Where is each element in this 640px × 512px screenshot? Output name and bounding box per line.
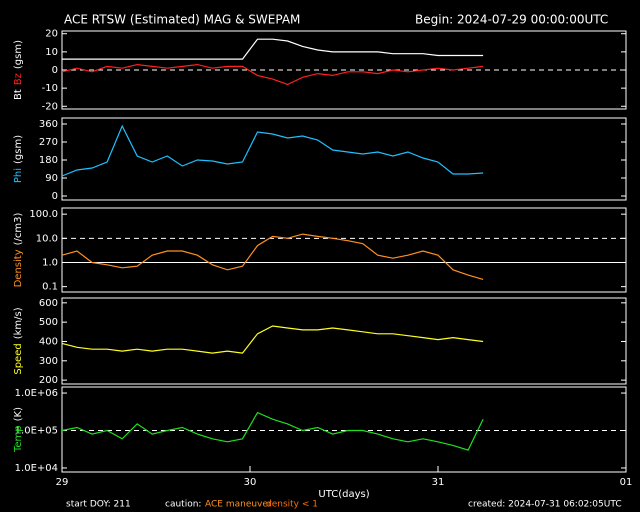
y-axis-label: Bt Bz (gsm)	[13, 40, 24, 100]
x-tick-label: 29	[56, 477, 69, 488]
y-axis-label-part: (gsm)	[13, 40, 24, 69]
data-line	[61, 63, 484, 86]
created-time: created: 2024-07-31 06:02:05UTC	[468, 500, 622, 510]
y-tick-label: -20	[42, 101, 58, 112]
panel-frame	[61, 297, 627, 385]
y-axis-label-part: (km/s)	[13, 307, 24, 339]
y-tick-label: 10	[45, 47, 58, 58]
y-tick-label: 1.0E+04	[15, 463, 58, 474]
data-line	[61, 411, 484, 451]
x-axis-label: UTC(days)	[318, 489, 369, 500]
y-tick-label: 360	[39, 119, 58, 130]
x-tick-label: 01	[620, 477, 633, 488]
y-tick-label: 1.0E+05	[15, 426, 58, 437]
begin-time: Begin: 2024-07-29 00:00:00UTC	[415, 13, 608, 27]
y-tick-label: 0	[52, 191, 58, 202]
panel-frame	[61, 207, 627, 293]
data-line	[61, 124, 484, 177]
y-tick-label: 20	[45, 29, 58, 40]
y-tick-label: 1.0E+06	[15, 388, 58, 399]
y-tick-label: 10.0	[36, 233, 58, 244]
y-axis-label: Temp (K)	[13, 407, 24, 453]
y-axis-label: Phi (gsm)	[13, 135, 24, 183]
y-axis-label-part: Temp	[13, 425, 24, 453]
data-line	[61, 325, 484, 354]
x-tick-label: 30	[244, 477, 257, 488]
panel-frame	[61, 117, 627, 201]
y-axis-label-part: Bt	[13, 89, 24, 100]
y-tick-label: 200	[39, 375, 58, 386]
y-axis-label-part: Phi	[13, 168, 24, 183]
y-axis-label-part: Speed	[13, 343, 24, 374]
y-tick-label: 300	[39, 356, 58, 367]
y-axis-label-part: Bz	[13, 73, 24, 85]
y-tick-label: 100.0	[29, 209, 58, 220]
caution: caution:	[165, 500, 201, 510]
y-axis-label-part: (/cm3)	[13, 213, 24, 246]
x-tick-label: 31	[432, 477, 445, 488]
y-axis-label: Speed (km/s)	[13, 307, 24, 374]
y-tick-label: 500	[39, 317, 58, 328]
chart-title: ACE RTSW (Estimated) MAG & SWEPAM	[64, 13, 300, 27]
y-tick-label: 270	[39, 137, 58, 148]
y-axis-label-part: (K)	[13, 407, 24, 421]
density-note: density < 1	[266, 500, 318, 510]
start-doy: start DOY: 211	[66, 500, 131, 510]
y-tick-label: 0	[52, 65, 58, 76]
panel-frame	[61, 386, 627, 473]
y-tick-label: 400	[39, 336, 58, 347]
data-line	[62, 38, 484, 60]
y-axis-label-part: Density	[13, 249, 24, 287]
y-tick-label: 600	[39, 298, 58, 309]
y-tick-label: -10	[42, 83, 58, 94]
y-axis-label-part: (gsm)	[13, 135, 24, 164]
y-tick-label: 90	[45, 173, 58, 184]
y-tick-label: 180	[39, 155, 58, 166]
maneuver-note: ACE maneuver	[205, 500, 272, 510]
data-line	[61, 233, 484, 280]
y-tick-label: 1.0	[42, 257, 58, 268]
y-axis-label: Density (/cm3)	[13, 213, 24, 288]
y-tick-label: 0.1	[42, 282, 58, 293]
